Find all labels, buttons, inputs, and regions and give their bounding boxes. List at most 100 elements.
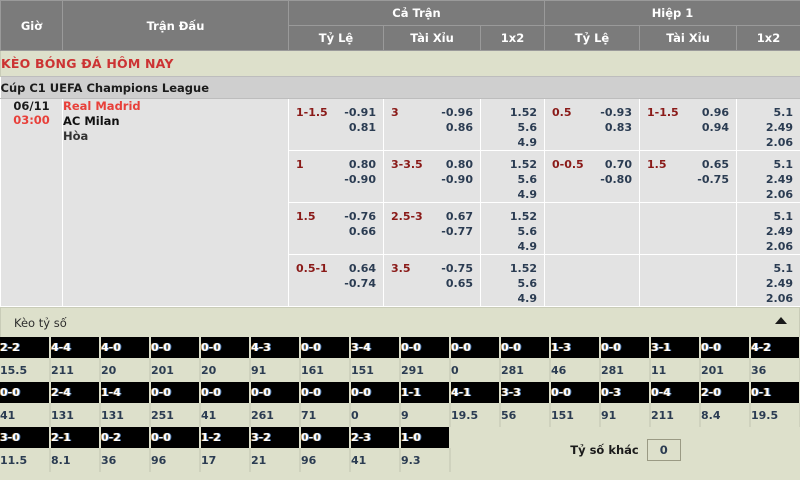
odds-value-1[interactable]: 5.1: [773, 158, 794, 171]
odds-value-1[interactable]: 1.52: [509, 210, 537, 223]
cell-full-1x2[interactable]: 1.52 5.6 4.9: [480, 98, 545, 151]
score-label[interactable]: 0-0: [350, 382, 401, 403]
odds-value-x[interactable]: 5.6: [517, 121, 538, 134]
odds-value-over[interactable]: -0.96: [441, 106, 473, 119]
score-label[interactable]: 0-0: [200, 382, 251, 403]
score-label[interactable]: 0-0: [0, 382, 51, 403]
odds-value-under[interactable]: -0.77: [441, 225, 473, 238]
cell-half-handicap[interactable]: 0-0.5 0.70 -0.80: [544, 150, 640, 203]
cell-half-1x2[interactable]: 5.1 2.49 2.06: [736, 150, 800, 203]
score-label[interactable]: 0-0: [600, 337, 651, 358]
score-label[interactable]: 2-0: [700, 382, 751, 403]
cell-half-overunder[interactable]: [639, 254, 737, 307]
odds-value-bottom[interactable]: 0.83: [604, 121, 632, 134]
odds-value-top[interactable]: 0.64: [348, 262, 376, 275]
score-label[interactable]: 3-0: [0, 427, 51, 448]
odds-value-bottom[interactable]: -0.80: [600, 173, 632, 186]
home-team-name[interactable]: Real Madrid: [63, 99, 141, 113]
score-odds-value[interactable]: 41: [350, 448, 401, 472]
score-odds-value[interactable]: 211: [650, 403, 701, 427]
caret-up-icon[interactable]: [775, 317, 787, 324]
odds-value-over[interactable]: 0.65: [701, 158, 729, 171]
score-label[interactable]: 3-3: [500, 382, 551, 403]
score-label[interactable]: 0-0: [500, 337, 551, 358]
odds-value-top[interactable]: 0.70: [604, 158, 632, 171]
odds-value-under[interactable]: -0.75: [697, 173, 729, 186]
odds-value-under[interactable]: 0.65: [445, 277, 473, 290]
score-odds-value[interactable]: 161: [300, 358, 351, 382]
score-label[interactable]: 0-0: [300, 337, 351, 358]
score-odds-value[interactable]: 251: [150, 403, 201, 427]
score-odds-value[interactable]: 91: [250, 358, 301, 382]
score-label[interactable]: 0-0: [400, 337, 451, 358]
score-label[interactable]: 2-4: [50, 382, 101, 403]
odds-value-over[interactable]: -0.75: [441, 262, 473, 275]
score-label[interactable]: 1-1: [400, 382, 451, 403]
cell-full-1x2[interactable]: 1.52 5.6 4.9: [480, 150, 545, 203]
score-odds-value[interactable]: 131: [50, 403, 101, 427]
cell-full-overunder[interactable]: 3 -0.96 0.86: [383, 98, 481, 151]
score-label[interactable]: 3-4: [350, 337, 401, 358]
odds-value-over[interactable]: 0.80: [445, 158, 473, 171]
score-odds-value[interactable]: 71: [300, 403, 351, 427]
score-label[interactable]: 3-1: [650, 337, 701, 358]
score-odds-value[interactable]: 19.5: [450, 403, 501, 427]
odds-value-x[interactable]: 2.49: [765, 225, 793, 238]
score-odds-value[interactable]: 8.1: [50, 448, 101, 472]
cell-half-1x2[interactable]: 5.1 2.49 2.06: [736, 202, 800, 255]
score-label[interactable]: 0-0: [300, 382, 351, 403]
odds-value-x[interactable]: 5.6: [517, 225, 538, 238]
odds-value-bottom[interactable]: 0.81: [348, 121, 376, 134]
score-label[interactable]: 1-0: [400, 427, 451, 448]
odds-value-bottom[interactable]: -0.90: [344, 173, 376, 186]
score-label[interactable]: 3-2: [250, 427, 301, 448]
score-odds-value[interactable]: 17: [200, 448, 251, 472]
odds-value-over[interactable]: 0.67: [445, 210, 473, 223]
score-label[interactable]: 1-4: [100, 382, 151, 403]
odds-value-2[interactable]: 2.06: [765, 188, 793, 201]
score-label[interactable]: 0-0: [300, 427, 351, 448]
score-label[interactable]: 2-2: [0, 337, 51, 358]
score-odds-value[interactable]: 41: [200, 403, 251, 427]
cell-half-handicap[interactable]: [544, 254, 640, 307]
odds-value-1[interactable]: 5.1: [773, 210, 794, 223]
score-label[interactable]: 0-0: [250, 382, 301, 403]
score-odds-value[interactable]: 41: [0, 403, 51, 427]
odds-value-top[interactable]: 0.80: [348, 158, 376, 171]
score-label[interactable]: 0-0: [150, 427, 201, 448]
score-odds-value[interactable]: 15.5: [0, 358, 51, 382]
score-label[interactable]: 4-0: [100, 337, 151, 358]
odds-value-over[interactable]: 0.96: [701, 106, 729, 119]
score-odds-value[interactable]: 36: [750, 358, 800, 382]
cell-full-1x2[interactable]: 1.52 5.6 4.9: [480, 202, 545, 255]
odds-value-x[interactable]: 2.49: [765, 121, 793, 134]
cell-full-overunder[interactable]: 3.5 -0.75 0.65: [383, 254, 481, 307]
cell-full-handicap[interactable]: 1.5 -0.76 0.66: [288, 202, 384, 255]
score-odds-value[interactable]: 91: [600, 403, 651, 427]
score-label[interactable]: 0-0: [150, 337, 201, 358]
odds-value-1[interactable]: 1.52: [509, 106, 537, 119]
cell-full-1x2[interactable]: 1.52 5.6 4.9: [480, 254, 545, 307]
score-odds-value[interactable]: 211: [50, 358, 101, 382]
cell-full-handicap[interactable]: 1 0.80 -0.90: [288, 150, 384, 203]
cell-half-1x2[interactable]: 5.1 2.49 2.06: [736, 98, 800, 151]
score-label[interactable]: 2-3: [350, 427, 401, 448]
score-odds-value[interactable]: 131: [100, 403, 151, 427]
odds-value-under[interactable]: -0.90: [441, 173, 473, 186]
score-odds-value[interactable]: 96: [150, 448, 201, 472]
score-odds-value[interactable]: 9.3: [400, 448, 451, 472]
score-label[interactable]: 0-4: [650, 382, 701, 403]
score-odds-value[interactable]: 201: [700, 358, 751, 382]
score-odds-value[interactable]: 151: [350, 358, 401, 382]
score-odds-value[interactable]: 0: [350, 403, 401, 427]
score-section-header[interactable]: Kèo tỷ số: [0, 307, 800, 337]
score-label[interactable]: 4-2: [750, 337, 800, 358]
odds-value-x[interactable]: 2.49: [765, 173, 793, 186]
odds-value-1[interactable]: 5.1: [773, 262, 794, 275]
odds-value-under[interactable]: 0.94: [701, 121, 729, 134]
score-odds-value[interactable]: 96: [300, 448, 351, 472]
score-label[interactable]: 4-3: [250, 337, 301, 358]
score-label[interactable]: 0-0: [700, 337, 751, 358]
odds-value-top[interactable]: -0.93: [600, 106, 632, 119]
score-odds-value[interactable]: 151: [550, 403, 601, 427]
